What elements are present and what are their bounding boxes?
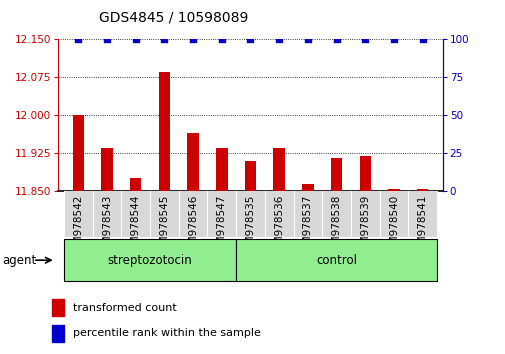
Bar [101, 148, 113, 191]
Bar [293, 191, 322, 237]
Text: GSM978540: GSM978540 [388, 195, 398, 258]
Bar [52, 325, 64, 342]
Bar [72, 115, 84, 191]
Bar [52, 299, 64, 316]
Bar [236, 239, 436, 281]
Bar [121, 191, 149, 237]
Bar [207, 191, 236, 237]
Bar [149, 191, 178, 237]
Text: GSM978545: GSM978545 [159, 195, 169, 258]
Bar [130, 178, 141, 191]
Bar [159, 72, 170, 191]
Text: GSM978536: GSM978536 [274, 195, 284, 258]
Point [160, 36, 168, 42]
Point [389, 36, 397, 42]
Bar [264, 191, 293, 237]
Bar [178, 191, 207, 237]
Bar [408, 191, 436, 237]
Bar [322, 191, 350, 237]
Text: GSM978535: GSM978535 [245, 195, 255, 258]
Text: GSM978546: GSM978546 [188, 195, 197, 258]
Text: GSM978537: GSM978537 [302, 195, 312, 258]
Point [74, 36, 82, 42]
Text: control: control [316, 254, 357, 267]
Text: agent: agent [3, 254, 37, 267]
Bar [236, 191, 264, 237]
Point [332, 36, 340, 42]
Bar [350, 191, 379, 237]
Bar [416, 189, 428, 191]
Text: percentile rank within the sample: percentile rank within the sample [73, 328, 260, 338]
Text: transformed count: transformed count [73, 303, 176, 313]
Point [131, 36, 139, 42]
Bar [187, 133, 198, 191]
Text: GSM978541: GSM978541 [417, 195, 427, 258]
Bar [64, 239, 236, 281]
Point [418, 36, 426, 42]
Point [361, 36, 369, 42]
Bar [330, 158, 341, 191]
Point [246, 36, 254, 42]
Bar [273, 148, 284, 191]
Bar [359, 156, 370, 191]
Point [217, 36, 225, 42]
Bar [244, 161, 256, 191]
Text: GSM978543: GSM978543 [102, 195, 112, 258]
Bar [387, 189, 399, 191]
Bar [216, 148, 227, 191]
Text: GSM978538: GSM978538 [331, 195, 341, 258]
Text: GSM978542: GSM978542 [73, 195, 83, 258]
Point [303, 36, 311, 42]
Point [103, 36, 111, 42]
Point [189, 36, 197, 42]
Point [275, 36, 283, 42]
Text: GSM978547: GSM978547 [216, 195, 226, 258]
Bar [92, 191, 121, 237]
Bar [379, 191, 408, 237]
Bar [301, 184, 313, 191]
Text: GSM978539: GSM978539 [360, 195, 370, 258]
Text: GDS4845 / 10598089: GDS4845 / 10598089 [98, 11, 247, 25]
Bar [64, 191, 92, 237]
Text: streptozotocin: streptozotocin [108, 254, 192, 267]
Text: GSM978544: GSM978544 [130, 195, 140, 258]
